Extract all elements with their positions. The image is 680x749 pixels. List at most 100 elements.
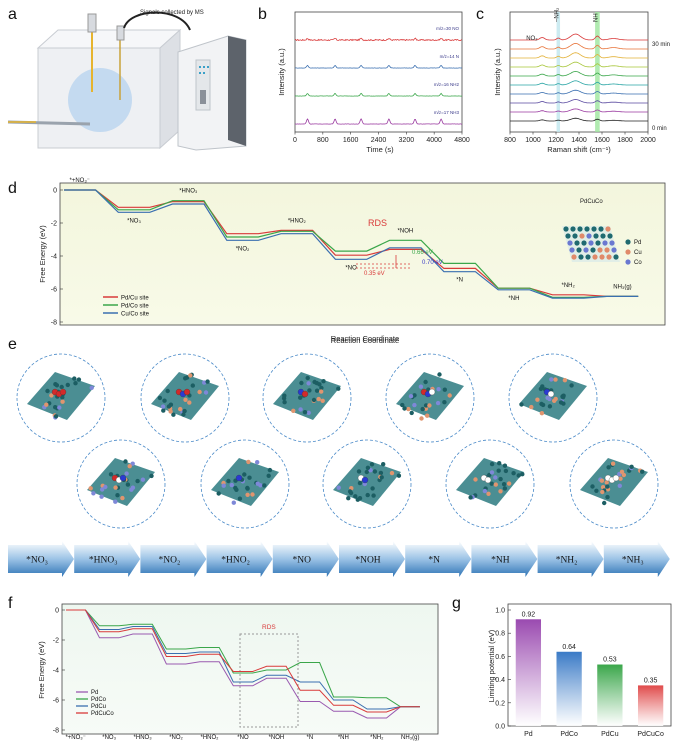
slab-atom (594, 488, 599, 493)
panel-c-spectrum (510, 61, 648, 68)
slab-atom (336, 386, 341, 391)
adsorbate-atom (183, 388, 191, 396)
ytick-label: 0 (55, 608, 59, 615)
slab-atom (423, 379, 428, 385)
panel-c-spectrum (510, 89, 648, 95)
slab-atom (408, 394, 414, 399)
inset-atom (613, 254, 619, 260)
slab-atom (216, 491, 221, 496)
slab-atom (412, 402, 417, 408)
slab-atom (178, 406, 183, 412)
slab-atom (502, 463, 508, 468)
slab-atom (237, 496, 243, 501)
slab-atom (108, 472, 114, 477)
panel-d-step-label: *HNO₂ (288, 218, 307, 224)
panel-d-step-label: *N (456, 278, 463, 284)
slab-atom (553, 377, 558, 382)
slab-atom (497, 461, 502, 466)
panel-d-frame (59, 182, 666, 326)
panel-b-series-label: m/z=16 NH2 (434, 82, 460, 87)
panel-b-series-line (294, 92, 463, 97)
slab-atom (246, 459, 251, 465)
slab-atom (378, 470, 384, 476)
slab-atom (381, 462, 386, 467)
slab-atom (188, 373, 193, 378)
slab-atom (89, 385, 94, 390)
slab-atom (619, 469, 625, 474)
slab-atom (389, 470, 395, 476)
slab-atom (365, 492, 370, 498)
slab-atom (489, 461, 495, 467)
bar-pd (515, 619, 542, 726)
slab-atom (371, 493, 376, 498)
slab-atom (320, 398, 325, 403)
slab-atom (162, 398, 167, 403)
slab-atom (203, 390, 209, 395)
reaction-step-arrow (272, 541, 339, 577)
panel-f-rds-label: RDS (262, 624, 276, 631)
slab-atom (266, 473, 271, 478)
slab-atom (529, 404, 534, 410)
panel-c-time-bottom: 0 min (652, 126, 667, 132)
step-label: *NO (237, 735, 249, 741)
slab-atom (493, 475, 498, 480)
panel-letter-f: f (8, 595, 13, 612)
slab-atom (59, 384, 64, 390)
reaction-step-label: *NO₃ (26, 556, 48, 566)
panel-b-series-label: m/z=14 N (440, 54, 459, 59)
step-label: *N (307, 735, 314, 741)
slab-atom (372, 469, 378, 474)
panel-d-atom-label: Co (634, 260, 642, 266)
slab-atom (135, 478, 140, 484)
slab-atom (157, 395, 163, 401)
panel-d-step-label: *NH₂ (562, 283, 576, 289)
energy-path (66, 609, 420, 713)
slab-atom (617, 483, 622, 488)
slab-atom (442, 387, 447, 392)
slab-atom (420, 406, 425, 412)
inset-atom (581, 240, 587, 246)
slab-atom (396, 473, 402, 478)
panel-b-xtick-label: 800 (317, 137, 329, 144)
inset-atom (574, 240, 580, 246)
adsorbate-atom (612, 474, 620, 482)
panel-letter-e: e (8, 336, 17, 353)
slab-atom (553, 396, 558, 402)
energy-path (66, 609, 420, 708)
panel-letter-g: g (452, 595, 461, 612)
panel-c-band-no2: NO₂ (526, 36, 538, 42)
panel-d-legend-label: Cu/Co site (121, 312, 150, 318)
panel-c-spectrum (510, 117, 648, 122)
slab-atom (605, 494, 610, 500)
slab-atom (409, 410, 414, 416)
slab-atom (558, 400, 564, 405)
inset-atom (590, 247, 596, 253)
slab-atom (245, 492, 250, 497)
slab-atom (346, 496, 351, 501)
slab-atom (166, 404, 172, 409)
slab-atom (498, 476, 503, 482)
slab-atom (496, 468, 501, 473)
panel-b-series-line (294, 64, 463, 69)
slab-atom (73, 381, 78, 386)
slab-atom (503, 468, 509, 474)
reaction-step-label: *NOH (355, 556, 380, 566)
panel-g-ytick-label: 0.0 (495, 724, 505, 731)
slab-atom (130, 461, 135, 466)
slab-atom (489, 470, 495, 475)
bar-category-label: PdCuCo (637, 731, 664, 738)
slab-atom (45, 388, 50, 394)
slab-atom (468, 495, 473, 500)
slab-atom (610, 461, 616, 466)
energy-path (66, 609, 420, 710)
slab-atom (231, 500, 236, 505)
slab-atom (547, 396, 552, 402)
panel-e-xlabel: Reaction Coordinate (331, 336, 399, 345)
slab-atom (498, 489, 503, 494)
panel-b-series-label: m/z=17 NH3 (434, 110, 460, 115)
reaction-step-label: *HNO₂ (221, 556, 250, 566)
slab-atom (319, 389, 324, 394)
panel-c-xtick-label: 1800 (617, 137, 633, 144)
panel-d-energy-3: 0.35 eV (364, 271, 385, 277)
step-label: NH₃(g) (401, 735, 419, 741)
